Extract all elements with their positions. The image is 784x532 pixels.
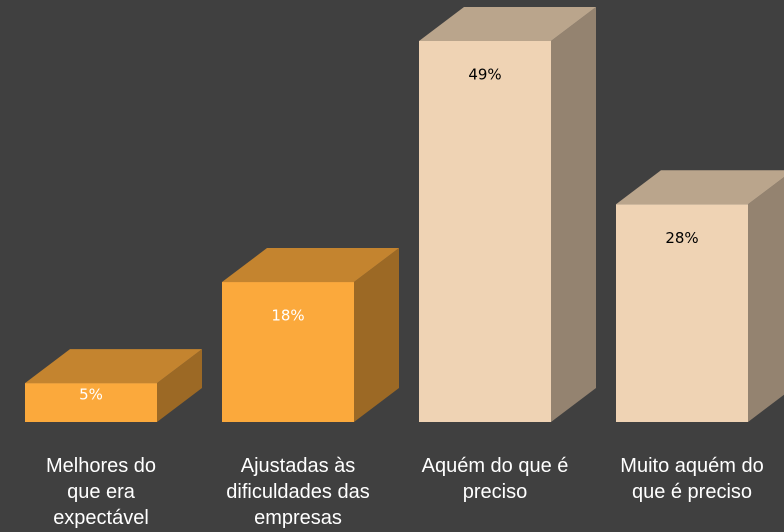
bar: [419, 41, 551, 422]
data-label: 18%: [271, 307, 304, 325]
x-tick-label: Muito aquém do que é preciso: [620, 455, 764, 503]
x-tick-label: Melhores do que era expectável: [45, 455, 157, 529]
bar-side: [157, 349, 202, 422]
bar-side: [551, 7, 596, 422]
bar-side: [354, 248, 399, 422]
data-label: 5%: [79, 385, 103, 403]
bar: [25, 383, 157, 422]
bar: [616, 204, 748, 422]
bar-side: [748, 177, 784, 422]
bar-top: [419, 7, 596, 41]
data-label: 28%: [665, 229, 698, 247]
data-label: 49%: [468, 66, 501, 84]
x-tick-label: Aquém do que é preciso: [421, 455, 569, 503]
bar: [222, 282, 354, 422]
bar-top: [25, 349, 202, 384]
bar-top: [616, 170, 784, 205]
bar-top: [222, 248, 399, 283]
x-tick-label: Ajustadas às dificuldades das empresas: [226, 455, 370, 529]
